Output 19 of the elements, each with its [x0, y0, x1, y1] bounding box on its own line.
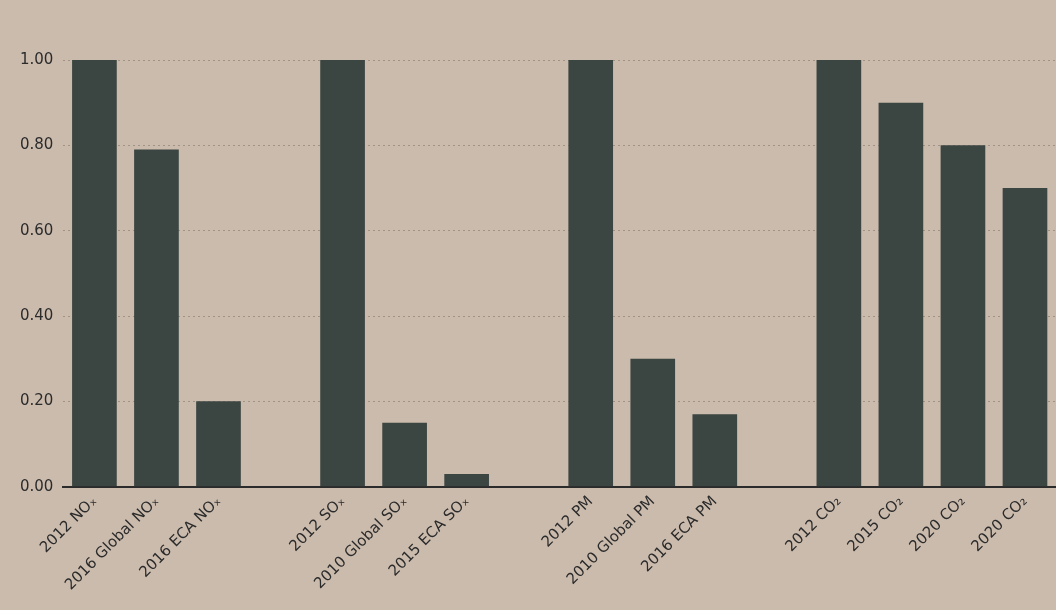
y-tick-label: 0.40 — [19, 305, 54, 324]
bar — [692, 414, 738, 487]
bar — [320, 60, 365, 487]
bar — [878, 102, 924, 487]
bar — [940, 145, 986, 487]
bar — [630, 358, 676, 487]
y-tick-label: 0.60 — [19, 220, 54, 239]
bar — [816, 60, 862, 487]
y-tick-label: 0.80 — [19, 135, 54, 154]
bar — [196, 401, 241, 487]
bar — [568, 60, 614, 487]
bar — [444, 473, 489, 487]
y-tick-label: 0.00 — [19, 476, 54, 495]
y-tick-label: 1.00 — [19, 49, 54, 68]
y-tick-label: 0.20 — [19, 391, 54, 410]
bar — [382, 422, 427, 487]
bar — [134, 149, 179, 487]
bar — [72, 60, 117, 487]
bar — [1002, 188, 1048, 487]
